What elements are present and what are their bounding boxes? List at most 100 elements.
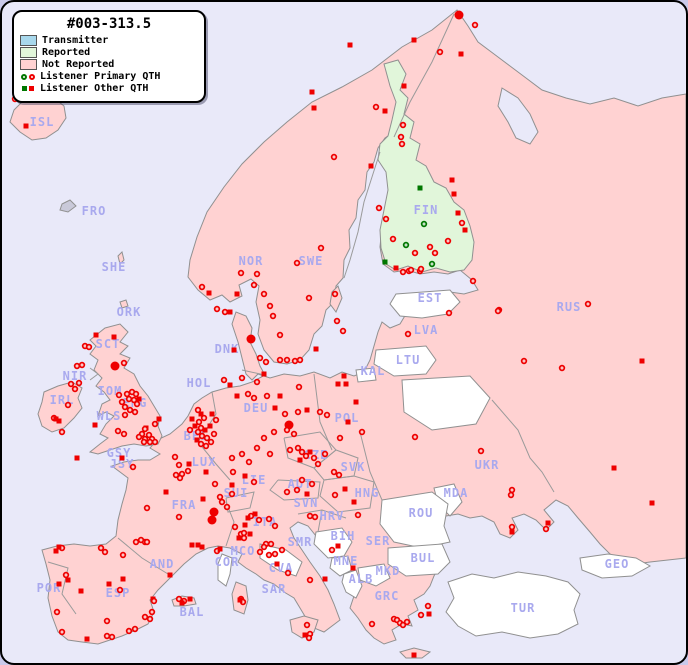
listener-other-qth-marker-icon	[20, 86, 35, 91]
listener-other-qth-marker	[194, 437, 200, 443]
listener-other-qth-marker	[545, 520, 551, 526]
land-belarus	[401, 375, 491, 431]
listener-other-qth-marker	[92, 422, 98, 428]
listener-other-qth-marker	[84, 636, 90, 642]
listener-other-qth-marker	[347, 42, 353, 48]
listener-primary-qth-marker	[141, 613, 149, 621]
listener-primary-qth-marker	[120, 430, 128, 438]
country-label-cor: COR	[215, 555, 240, 569]
country-label-nor: NOR	[239, 254, 264, 268]
listener-primary-qth-marker	[310, 454, 318, 462]
listener-primary-qth-marker	[330, 468, 338, 476]
listener-primary-qth-marker	[306, 512, 314, 520]
listener-primary-qth-marker	[151, 438, 159, 446]
country-label-ser: SER	[366, 534, 391, 548]
listener-other-qth-marker	[93, 332, 99, 338]
country-label-pol: POL	[335, 411, 360, 425]
listener-cluster-marker	[454, 10, 464, 20]
listener-other-qth-marker	[313, 346, 319, 352]
listener-primary-qth-marker	[296, 356, 304, 364]
listener-other-qth-marker	[227, 382, 233, 388]
listener-primary-qth-marker	[71, 385, 79, 393]
listener-primary-qth-marker	[125, 395, 133, 403]
listener-primary-qth-marker	[175, 461, 183, 469]
country-label-esp: ESP	[106, 586, 131, 600]
listener-primary-qth-marker	[411, 249, 419, 257]
listener-primary-qth-marker	[103, 617, 111, 625]
listener-primary-qth-marker	[176, 474, 184, 482]
listener-primary-qth-marker	[314, 460, 322, 468]
listener-primary-qth-marker	[137, 536, 145, 544]
listener-other-qth-marker	[203, 469, 209, 475]
land-bulgaria	[387, 543, 451, 577]
listener-primary-qth-marker	[328, 546, 336, 554]
land-romania	[379, 491, 451, 549]
listener-other-qth-marker	[309, 89, 315, 95]
listener-primary-qth-marker	[203, 434, 211, 442]
listener-other-qth-marker	[245, 515, 251, 521]
listener-primary-qth-marker	[298, 476, 306, 484]
listener-primary-qth-marker	[284, 569, 292, 577]
listener-other-qth-marker	[111, 334, 117, 340]
listener-other-qth-marker	[458, 51, 464, 57]
listener-other-qth-marker	[335, 381, 341, 387]
listener-primary-qth-marker	[108, 633, 116, 641]
listener-primary-qth-marker	[293, 486, 301, 494]
listener-primary-qth-marker	[207, 438, 215, 446]
country-label-alb: ALB	[349, 572, 374, 586]
listener-other-qth-marker	[227, 309, 233, 315]
listener-primary-qth-marker	[131, 625, 139, 633]
listener-primary-qth-marker	[298, 448, 306, 456]
country-label-mco: MCO	[231, 544, 256, 558]
listener-primary-qth-marker	[115, 391, 123, 399]
legend-item-2: Not Reported	[20, 59, 198, 70]
listener-primary-qth-marker	[407, 266, 415, 274]
listener-primary-qth-marker	[417, 265, 425, 273]
listener-primary-qth-marker	[306, 576, 314, 584]
listener-other-qth-marker	[353, 399, 359, 405]
country-label-nir: NIR	[63, 369, 88, 383]
listener-primary-qth-marker	[75, 379, 83, 387]
listener-primary-qth-marker	[228, 490, 236, 498]
listener-primary-qth-marker	[228, 454, 236, 462]
listener-primary-qth-marker	[375, 204, 383, 212]
listener-other-qth-marker	[202, 427, 208, 433]
listener-primary-qth-marker	[266, 302, 274, 310]
listener-primary-qth-marker	[276, 331, 284, 339]
listener-primary-qth-marker	[250, 281, 258, 289]
listener-other-qth-marker	[207, 423, 213, 429]
country-label-mkd: MKD	[376, 564, 401, 578]
listener-other-qth-marker	[237, 597, 243, 603]
listener-primary-qth-marker	[253, 444, 261, 452]
listener-primary-qth-marker	[584, 300, 592, 308]
land-albania	[341, 569, 363, 599]
listener-other-qth-marker	[53, 548, 59, 554]
land-kaliningrad	[355, 367, 377, 383]
listener-other-qth-marker	[198, 411, 204, 417]
listener-other-qth-marker	[649, 500, 655, 506]
listener-primary-qth-marker	[281, 410, 289, 418]
listener-primary-qth-marker	[121, 411, 129, 419]
listener-primary-qth-marker	[271, 550, 279, 558]
listener-other-qth-marker	[639, 358, 645, 364]
listener-primary-qth-marker	[212, 416, 220, 424]
land-estonia	[389, 289, 461, 319]
listener-primary-qth-marker	[424, 602, 432, 610]
country-label-swe: SWE	[299, 254, 324, 268]
listener-primary-qth-marker	[140, 438, 148, 446]
listener-primary-qth-marker	[62, 571, 70, 579]
listener-primary-qth-marker	[520, 357, 528, 365]
country-label-and: AND	[150, 557, 175, 571]
listener-primary-qth-marker	[237, 269, 245, 277]
listener-primary-qth-marker	[558, 364, 566, 372]
listener-other-qth-marker	[136, 396, 142, 402]
listener-other-qth-marker	[78, 588, 84, 594]
listener-other-qth-marker	[277, 393, 283, 399]
listener-primary-qth-marker	[73, 362, 81, 370]
white-sea	[497, 87, 539, 145]
listener-other-qth-marker	[65, 577, 71, 583]
listener-primary-qth-marker	[262, 358, 270, 366]
listener-primary-qth-marker	[175, 513, 183, 521]
listener-primary-qth-marker	[469, 277, 477, 285]
